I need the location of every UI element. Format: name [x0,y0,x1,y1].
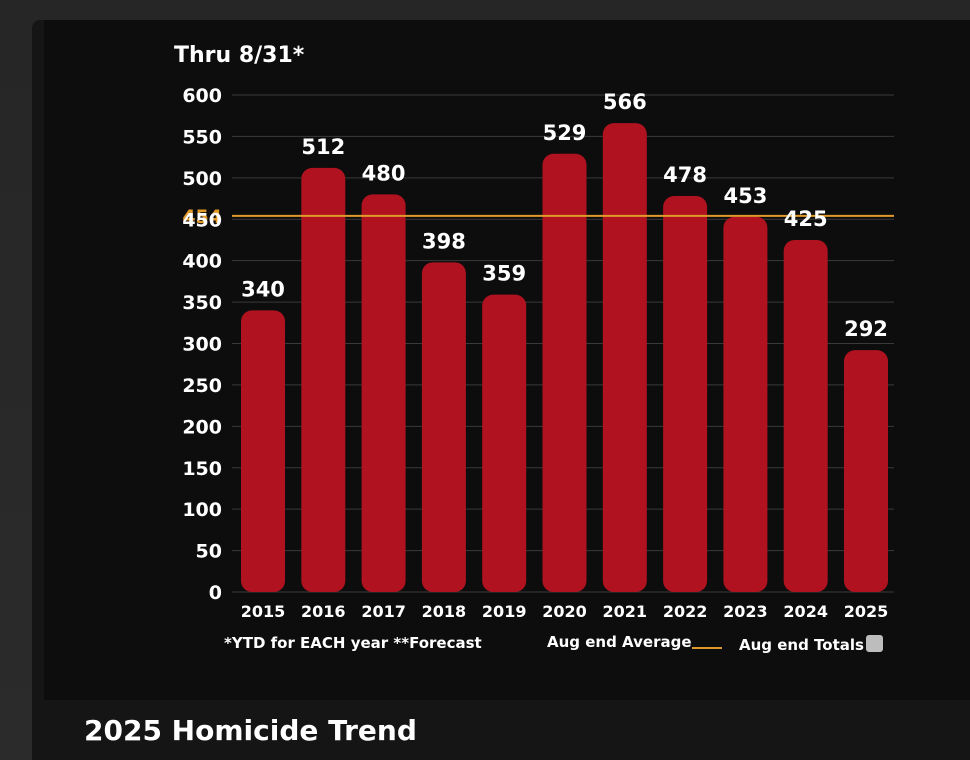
data-label-2025: 292 [844,317,888,341]
data-label-2016: 512 [301,135,345,159]
x-tick-label-2021: 2021 [603,602,648,621]
data-label-2017: 480 [362,161,406,185]
bar-2017 [361,194,406,592]
x-tick-label-2017: 2017 [361,602,406,621]
bar-2015 [241,310,285,592]
bar-2022 [663,196,708,592]
x-tick-label-2020: 2020 [542,602,587,621]
y-tick-label-0: 0 [209,582,222,604]
chart-footnote: *YTD for EACH year **Forecast [224,634,482,652]
x-tick-label-2016: 2016 [301,602,346,621]
bar-2025 [844,350,888,592]
y-tick-label-350: 350 [182,292,222,314]
y-tick-label-300: 300 [182,334,222,356]
figure-caption: 2025 Homicide Trend [84,714,417,747]
bar-2024 [783,239,828,593]
bar-2016 [301,167,346,593]
legend-label-totals: Aug end Totals [739,636,864,654]
data-label-2022: 478 [663,163,707,187]
x-tick-label-2015: 2015 [241,602,286,621]
y-tick-label-550: 550 [182,126,222,148]
x-tick-label-2018: 2018 [422,602,467,621]
legend-square-marker [866,635,883,652]
y-tick-label-150: 150 [182,458,222,480]
bar-2023 [723,216,768,592]
bar-2018 [421,262,466,592]
data-label-2015: 340 [241,277,285,301]
bars-layer [241,123,888,593]
data-label-2019: 359 [482,262,526,286]
x-tick-label-2019: 2019 [482,602,527,621]
x-tick-label-2023: 2023 [723,602,768,621]
y-tick-label-500: 500 [182,168,222,190]
bar-2019 [482,294,527,592]
reference-line-label: 454 [182,206,222,228]
y-tick-label-600: 600 [182,85,222,107]
y-tick-label-400: 400 [182,251,222,273]
legend-label-average: Aug end Average [547,633,692,651]
x-tick-label-2025: 2025 [844,602,889,621]
x-tick-label-2024: 2024 [783,602,828,621]
data-label-2018: 398 [422,229,466,253]
reference-line-layer: 454 [182,206,894,228]
y-tick-label-200: 200 [182,416,222,438]
y-tick-label-50: 50 [196,541,222,563]
bar-2021 [602,123,647,592]
data-label-2024: 425 [784,207,828,231]
y-tick-label-450: 450 [182,209,222,231]
data-label-2021: 566 [603,90,647,114]
bar-2020 [542,153,587,593]
chart-title: Thru 8/31* [174,43,305,68]
legend: Aug end Average Aug end Totals [547,633,883,654]
x-tick-label-2022: 2022 [663,602,708,621]
labels-layer: 0 50 100 150 200 250 300 350 400 450 500 550 600 340 2… [182,85,888,621]
y-tick-label-250: 250 [182,375,222,397]
data-label-2023: 453 [723,184,767,208]
y-tick-label-100: 100 [182,499,222,521]
data-label-2020: 529 [543,121,587,145]
